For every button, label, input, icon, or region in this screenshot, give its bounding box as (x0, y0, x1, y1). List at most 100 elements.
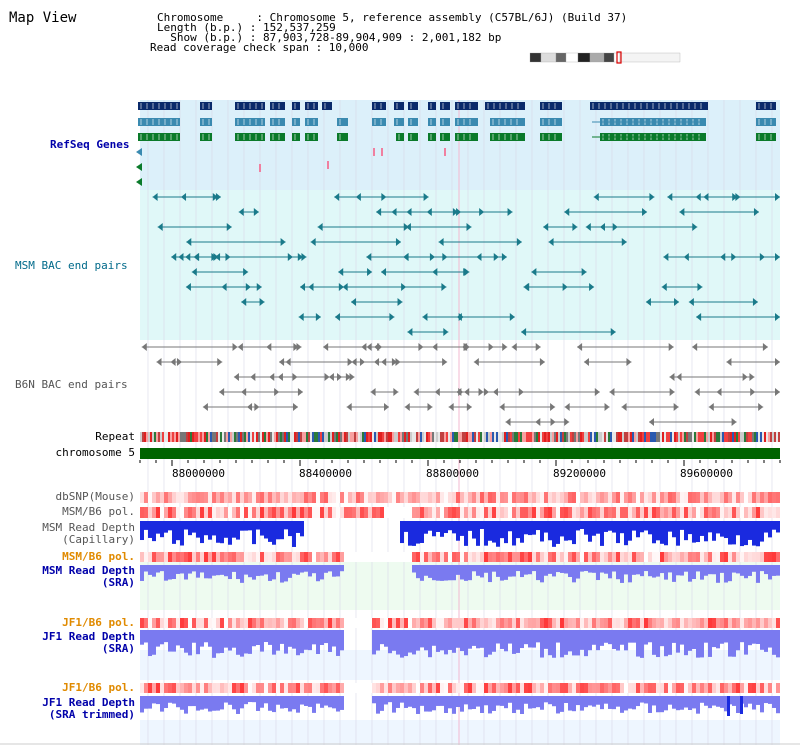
gene-feature (440, 118, 450, 126)
jf1-b6-pol-cell (552, 618, 556, 628)
msm-b6-pol-cell (360, 507, 364, 518)
msm-b6-pol-cell (352, 507, 356, 518)
jf1-trim-bg (140, 720, 780, 745)
jf1-b6-pol-cell (324, 618, 328, 628)
repeat-element (218, 432, 220, 442)
repeat-element (648, 432, 650, 442)
b6n-bac-pair-end (694, 388, 700, 396)
jf1-b6-pol-trim-cell (408, 683, 412, 693)
msm-b6-pol-cell (384, 507, 388, 518)
repeat-element (192, 432, 194, 442)
dbsnp-cell (280, 492, 284, 503)
b6n-bac-pair-end (594, 388, 600, 396)
msm-b6-pol-sra-cell (580, 552, 584, 562)
gene-feature (490, 118, 525, 126)
dbsnp-cell (364, 492, 368, 503)
msm-b6-pol-sra-cell (712, 552, 716, 562)
dbsnp-cell (540, 492, 544, 503)
jf1-depth-sra-bar (748, 630, 752, 646)
msm-depth-sra-bar (480, 565, 484, 578)
jf1-depth-sra-bar (228, 630, 232, 651)
jf1-depth-trim-bar (328, 696, 332, 708)
jf1-b6-pol-cell (288, 618, 292, 628)
jf1-b6-pol-trim-cell (644, 683, 648, 693)
dbsnp-cell (428, 492, 432, 503)
msm-bac-pair-end (315, 313, 321, 321)
msm-depth-capillary-bar (528, 521, 532, 536)
jf1-b6-pol-trim-cell (528, 683, 532, 693)
jf1-depth-sra-bar (428, 630, 432, 658)
track-label-msm-depth-capillary[interactable]: MSM Read Depth (42, 521, 135, 534)
jf1-depth-sra-bar (732, 630, 736, 657)
b6n-bac-pair-end (170, 358, 176, 366)
repeat-element (268, 432, 270, 442)
msm-depth-sra-bar (556, 565, 560, 573)
jf1-b6-pol-trim-cell (140, 683, 144, 693)
dbsnp-cell (288, 492, 292, 503)
gene-feature (455, 133, 478, 141)
jf1-depth-trim-bar (504, 696, 508, 709)
jf1-b6-pol-trim-cell (676, 683, 680, 693)
msm-b6-pol-sra-cell (596, 552, 600, 562)
msm-bac-pair-end (775, 193, 780, 201)
repeat-element (502, 432, 504, 442)
jf1-depth-sra-bar (268, 630, 272, 645)
msm-b6-pol-cell (756, 507, 760, 518)
msm-b6-pol-sra-cell (496, 552, 500, 562)
msm-b6-pol-cell (672, 507, 676, 518)
msm-depth-capillary-bar (416, 521, 420, 544)
msm-depth-sra-bar (624, 565, 628, 575)
jf1-b6-pol-trim-cell (340, 683, 344, 693)
msm-depth-capillary-bar (572, 521, 576, 545)
track-label-msm-b6-pol-sra[interactable]: MSM/B6 pol. (62, 550, 135, 563)
track-label-msm-depth-sra[interactable]: MSM Read Depth (42, 564, 135, 577)
track-label-refseq[interactable]: RefSeq Genes (50, 138, 130, 151)
msm-bac-pair-end (564, 208, 570, 216)
jf1-b6-pol-cell (664, 618, 668, 628)
msm-b6-pol-sra-cell (564, 552, 568, 562)
msm-b6-pol-cell (516, 507, 520, 518)
track-label-jf1-depth-sra[interactable]: JF1 Read Depth (42, 630, 135, 643)
jf1-b6-pol-trim-cell (584, 683, 588, 693)
msm-bac-pair-end (775, 313, 780, 321)
jf1-depth-trim-bar (608, 696, 612, 709)
repeat-element (414, 432, 416, 442)
jf1-depth-trim-bar (276, 696, 280, 705)
msm-depth-capillary-bar (692, 521, 696, 543)
msm-bac-pair-end (185, 253, 191, 261)
jf1-b6-pol-cell (464, 618, 468, 628)
msm-depth-sra-bar (632, 565, 636, 575)
track-label-msm-bac[interactable]: MSM BAC end pairs (15, 259, 128, 272)
jf1-depth-trim-bar (380, 696, 384, 711)
repeat-element (340, 432, 342, 442)
dbsnp-cell (268, 492, 272, 503)
track-label-dbsnp[interactable]: dbSNP(Mouse) (55, 490, 135, 503)
dbsnp-cell (420, 492, 424, 503)
jf1-depth-sra-bar (156, 630, 160, 647)
track-label-repeat[interactable]: Repeat (95, 430, 135, 443)
jf1-b6-pol-cell (356, 618, 360, 628)
repeat-element (152, 432, 154, 442)
repeat-element (198, 432, 200, 442)
gene-feature (756, 118, 776, 126)
track-label-b6n-bac[interactable]: B6N BAC end pairs (15, 378, 128, 391)
msm-depth-sra-bar (312, 565, 316, 574)
b6n-bac-pair-end (347, 358, 353, 366)
track-label-jf1-b6-pol[interactable]: JF1/B6 pol. (62, 616, 135, 629)
jf1-depth-sra-bar (636, 630, 640, 657)
jf1-depth-trim-bar (464, 696, 468, 705)
jf1-depth-sra-bar (756, 630, 760, 644)
track-label-msm-b6-pol[interactable]: MSM/B6 pol. (62, 505, 135, 518)
b6n-bac-pair-end (279, 358, 285, 366)
msm-bac-pair-end (531, 268, 537, 276)
jf1-depth-sra-bar (408, 630, 412, 653)
repeat-element (416, 432, 418, 442)
dbsnp-cell (504, 492, 508, 503)
msm-depth-sra-bar (676, 565, 680, 576)
track-label-jf1-b6-pol-trim[interactable]: JF1/B6 pol. (62, 681, 135, 694)
msm-bac-pair-end (509, 313, 515, 321)
track-label-jf1-depth-trim[interactable]: JF1 Read Depth (42, 696, 135, 709)
msm-bac-pair-end (301, 253, 307, 261)
repeat-element (674, 432, 676, 442)
